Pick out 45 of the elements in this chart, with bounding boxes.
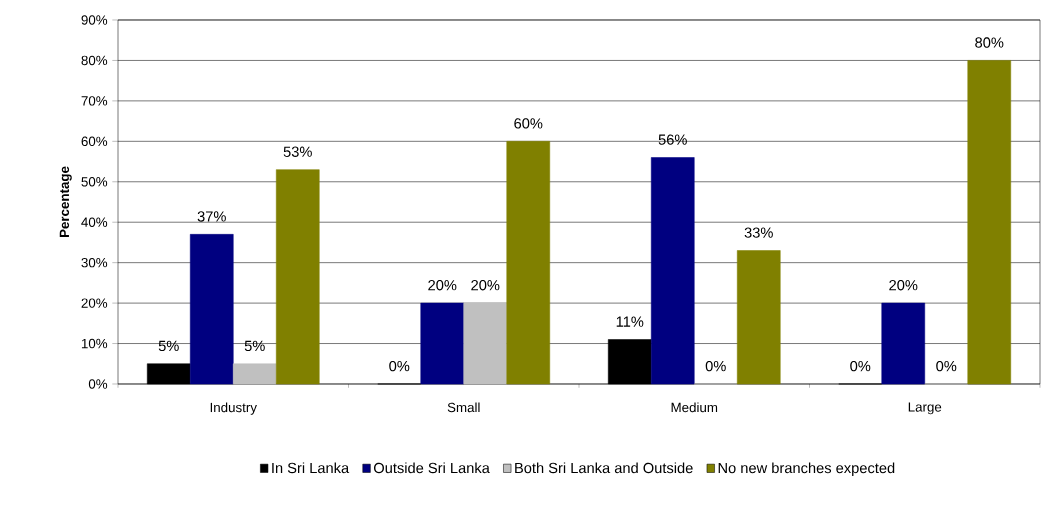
data-label: 0%	[850, 360, 871, 372]
data-label: 20%	[889, 280, 918, 291]
data-label: 53%	[283, 146, 312, 157]
y-tick-label: 30%	[81, 257, 108, 268]
legend-label: Outside Sri Lanka	[373, 462, 490, 474]
y-tick-label: 40%	[81, 217, 108, 227]
data-label: 20%	[428, 280, 457, 291]
bar	[463, 302, 508, 385]
data-label: 33%	[744, 227, 773, 238]
data-label: 0%	[705, 360, 726, 372]
bar	[650, 157, 695, 385]
bar	[275, 169, 320, 385]
legend-label: No new branches expected	[718, 462, 895, 477]
x-tick-label: Large	[908, 402, 942, 415]
data-label: 0%	[936, 360, 957, 372]
data-label: 60%	[514, 118, 543, 129]
data-label: 56%	[658, 134, 687, 145]
y-tick-label: 0%	[88, 379, 108, 389]
bar	[506, 141, 551, 385]
bar	[189, 234, 234, 385]
bar	[232, 363, 277, 385]
x-tick-label: Industry	[210, 402, 257, 415]
x-tick-label: Medium	[671, 402, 718, 413]
data-label: 80%	[975, 37, 1004, 48]
y-tick-label: 80%	[81, 55, 108, 66]
bar	[736, 250, 781, 385]
y-tick-label: 70%	[81, 96, 108, 106]
y-tick-label: 10%	[81, 338, 108, 349]
data-label: 37%	[197, 211, 226, 222]
legend-label: In Sri Lanka	[272, 462, 350, 474]
data-label: 20%	[471, 280, 500, 291]
y-tick-label: 20%	[81, 298, 108, 308]
y-axis-title: Percentage	[59, 166, 72, 238]
data-label: 5%	[158, 340, 179, 352]
y-tick-label: 90%	[81, 15, 108, 25]
data-label: 0%	[389, 360, 410, 372]
x-tick-label: Small	[447, 402, 480, 413]
legend-label: Both Sri Lanka and Outside	[515, 462, 693, 474]
bar	[881, 302, 926, 385]
bar	[420, 302, 465, 385]
bar	[967, 60, 1012, 385]
y-tick-label: 60%	[81, 136, 108, 147]
data-label: 5%	[244, 340, 265, 352]
y-tick-label: 50%	[81, 177, 108, 187]
data-label: 11%	[616, 316, 644, 327]
